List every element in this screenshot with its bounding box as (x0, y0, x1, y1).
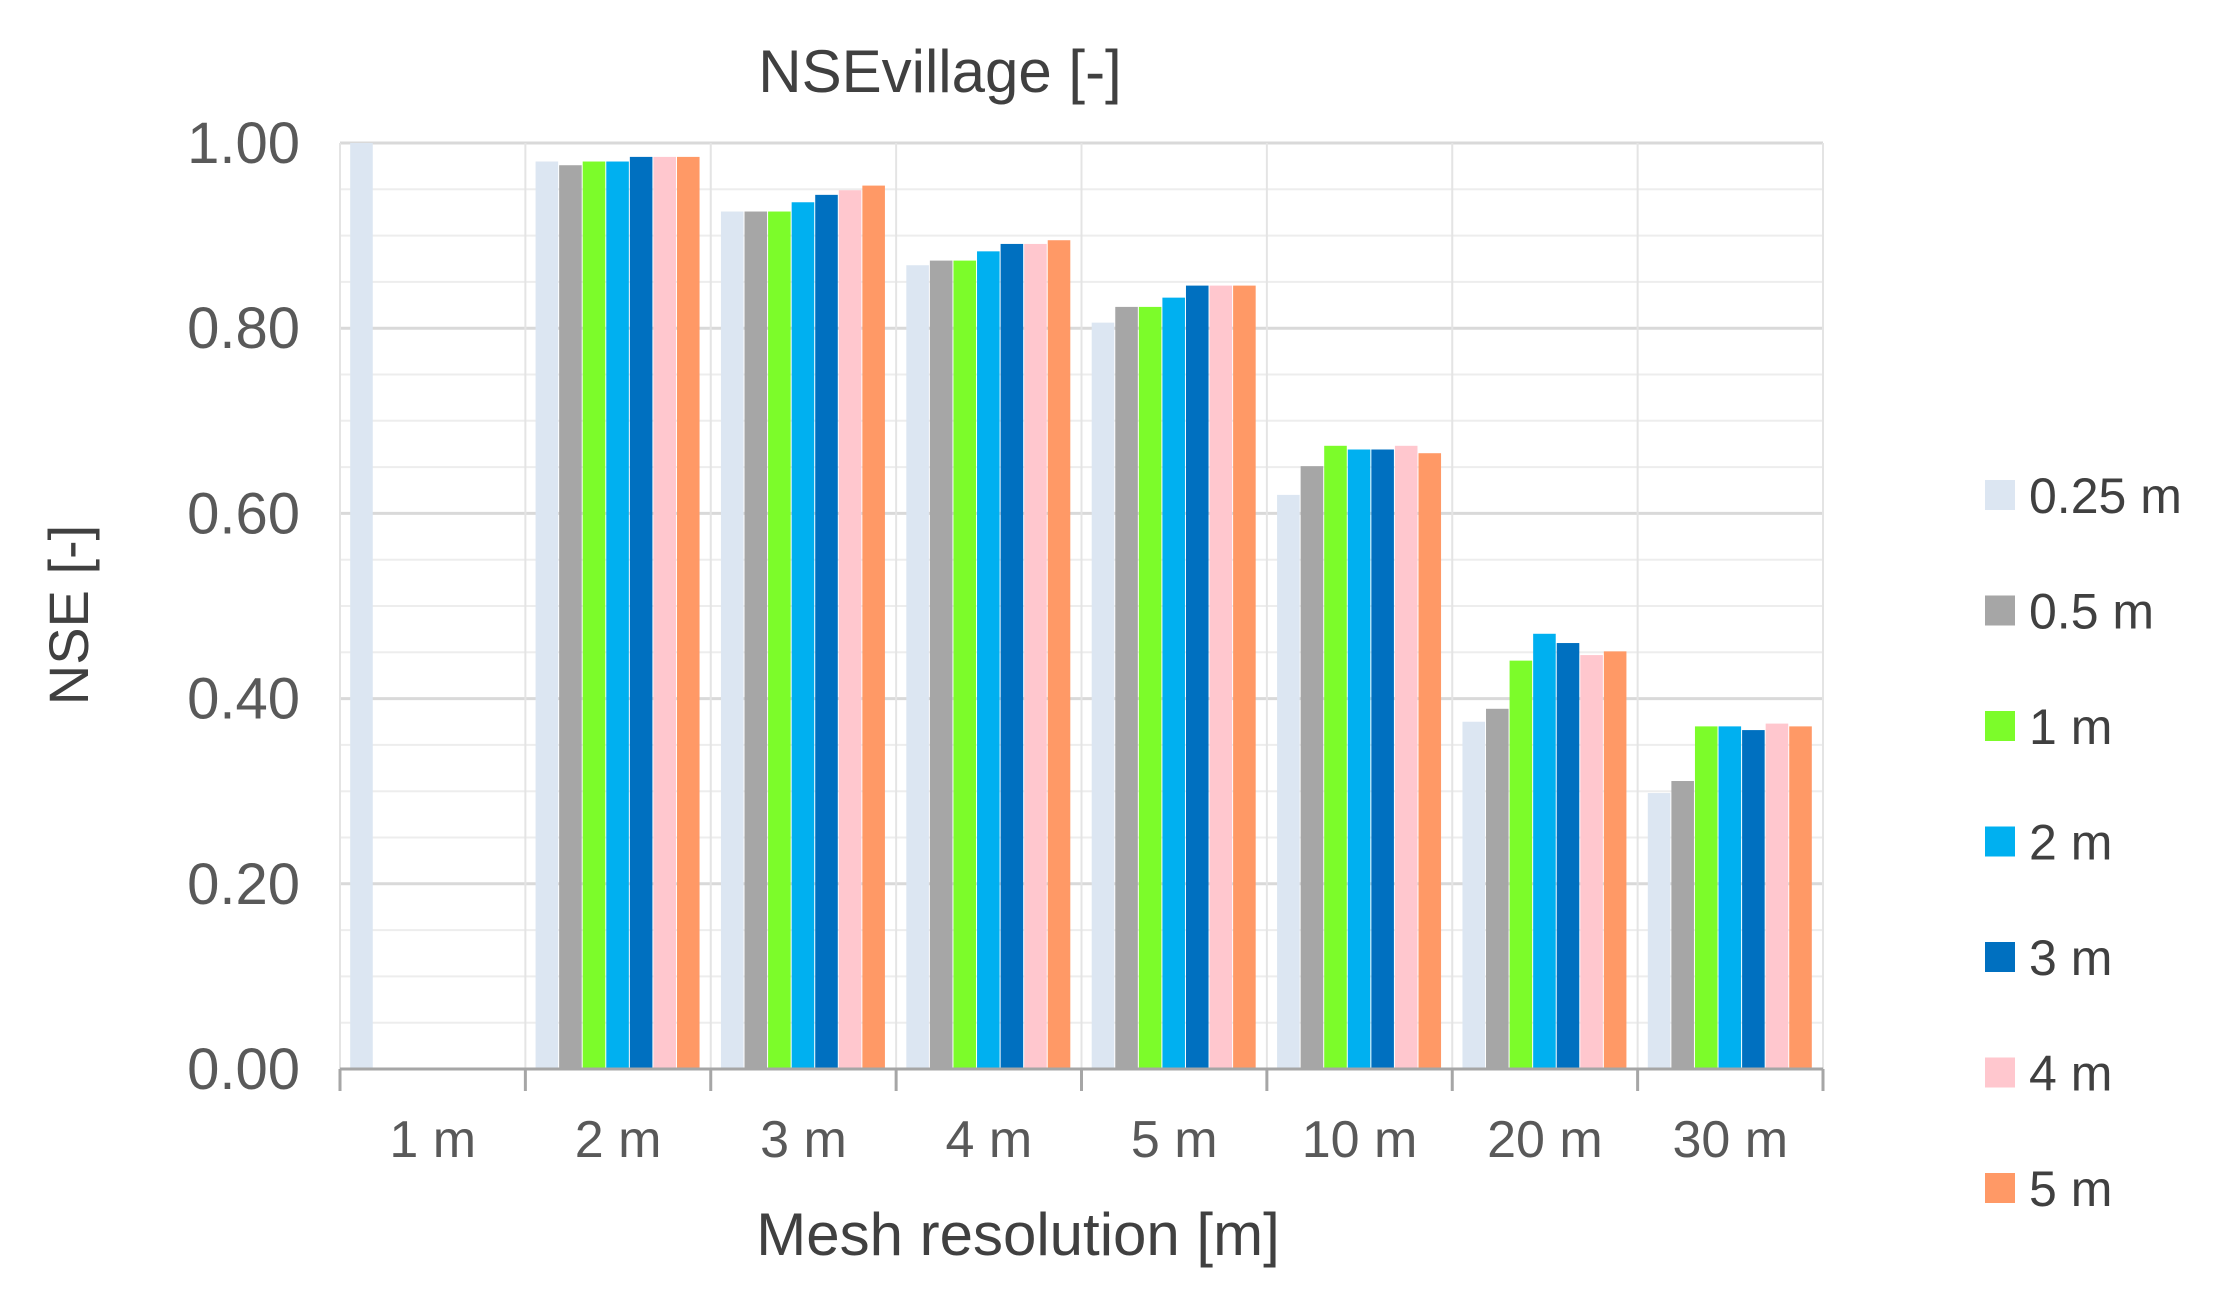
x-tick-labels: 1 m 2 m 3 m 4 m 5 m 10 m 20 m 30 m (389, 1111, 1788, 1169)
x-tick-label: 3 m (760, 1111, 847, 1169)
y-tick-label: 1.00 (187, 111, 300, 176)
legend-label: 3 m (2029, 930, 2112, 986)
bar: 3 m · 10 m: 0.669 (1371, 449, 1394, 1070)
bar: 3 m · 20 m: 0.46 (1556, 643, 1580, 1069)
bar: 0.5 m · 3 m: 0.926 (744, 211, 768, 1070)
bar: 2 m · 20 m: 0.47 (1533, 633, 1556, 1069)
bar: 1 m · 2 m: 0.98 (582, 161, 606, 1069)
bar: 2 m · 30 m: 0.37 (1718, 726, 1742, 1069)
legend-label: 4 m (2029, 1046, 2112, 1102)
legend-swatch (1985, 1173, 2015, 1203)
bar: 1 m · 30 m: 0.37 (1694, 726, 1718, 1069)
bar: 5 m · 4 m: 0.895 (1047, 240, 1071, 1070)
legend-swatch (1985, 826, 2015, 857)
legend-label: 1 m (2029, 699, 2112, 755)
bar: 1 m · 4 m: 0.873 (953, 260, 977, 1069)
bar: 4 m · 10 m: 0.673 (1394, 445, 1418, 1069)
bar: 0.5 m · 30 m: 0.311 (1671, 781, 1694, 1069)
bar: 0.5 m · 5 m: 0.823 (1115, 306, 1138, 1070)
bar: 0.25 m · 5 m: 0.806 (1091, 322, 1115, 1069)
legend-label: 2 m (2029, 815, 2112, 871)
bar: 0.25 m · 2 m: 0.98 (535, 161, 559, 1069)
legend-label: 5 m (2029, 1161, 2112, 1217)
y-tick-label: 0.60 (187, 481, 300, 546)
x-tick-label: 10 m (1302, 1111, 1418, 1169)
bar: 0.25 m · 10 m: 0.62 (1277, 494, 1300, 1069)
bar: 2 m · 2 m: 0.98 (606, 161, 629, 1069)
legend-swatch (1985, 1057, 2015, 1088)
legend-label: 0.25 m (2029, 468, 2182, 524)
bar: 5 m · 2 m: 0.985 (676, 156, 700, 1069)
bar: 4 m · 20 m: 0.447 (1580, 655, 1603, 1069)
bar: 0.25 m · 20 m: 0.375 (1462, 721, 1486, 1069)
x-tick-label: 2 m (575, 1111, 662, 1169)
y-tick-label: 0.80 (187, 296, 300, 361)
bar: 1 m · 20 m: 0.441 (1509, 660, 1533, 1069)
bar: 4 m · 4 m: 0.891 (1024, 243, 1047, 1069)
bar: 5 m · 20 m: 0.451 (1603, 651, 1627, 1069)
bar: 0.5 m · 10 m: 0.651 (1300, 466, 1324, 1069)
legend-swatch (1985, 942, 2015, 972)
bar: 0.5 m · 2 m: 0.976 (559, 165, 582, 1069)
bar: 4 m · 3 m: 0.949 (838, 190, 862, 1069)
bar: 4 m · 30 m: 0.373 (1765, 723, 1789, 1069)
bar: 0.5 m · 20 m: 0.389 (1486, 708, 1509, 1069)
legend-swatch (1985, 711, 2015, 741)
bar: 4 m · 5 m: 0.846 (1209, 285, 1233, 1069)
bar: 3 m · 5 m: 0.846 (1185, 285, 1209, 1069)
bar: 3 m · 30 m: 0.366 (1742, 730, 1765, 1069)
bar: 3 m · 3 m: 0.944 (815, 194, 838, 1069)
bar: 1 m · 10 m: 0.673 (1324, 445, 1347, 1069)
bar: 5 m · 10 m: 0.665 (1418, 453, 1442, 1070)
y-axis-label: NSE [-] (37, 525, 100, 705)
bar: 1 m · 3 m: 0.926 (768, 211, 791, 1070)
bar: 0.25 m · 3 m: 0.926 (720, 211, 744, 1070)
y-tick-labels: 0.00 0.20 0.40 0.60 0.80 1.00 (187, 111, 300, 1102)
bar: 3 m · 2 m: 0.985 (629, 156, 653, 1069)
bar: 5 m · 30 m: 0.37 (1789, 726, 1812, 1069)
legend-label: 0.5 m (2029, 584, 2154, 640)
x-tick-label: 30 m (1673, 1111, 1789, 1169)
chart-title: NSEvillage [-] (758, 38, 1121, 105)
axes (338, 1067, 1825, 1091)
x-tick-label: 5 m (1131, 1111, 1218, 1169)
legend: 0.25 m 0.5 m 1 m 2 m 3 m 4 m 5 m (1985, 468, 2182, 1217)
bar: 2 m · 10 m: 0.669 (1347, 449, 1371, 1070)
bar: 0.25 m · 30 m: 0.298 (1647, 793, 1671, 1069)
y-tick-label: 0.00 (187, 1037, 300, 1102)
bar: 2 m · 5 m: 0.833 (1162, 297, 1185, 1070)
legend-swatch (1985, 595, 2015, 626)
bar: 3 m · 4 m: 0.891 (1000, 243, 1024, 1069)
bar: 5 m · 3 m: 0.954 (862, 185, 885, 1069)
bar: 1 m · 5 m: 0.823 (1138, 306, 1162, 1070)
x-axis-label: Mesh resolution [m] (756, 1201, 1280, 1268)
bar: 4 m · 2 m: 0.985 (653, 156, 676, 1069)
x-tick-label: 1 m (389, 1111, 476, 1169)
bar: 2 m · 4 m: 0.883 (977, 251, 1000, 1070)
x-tick-label: 4 m (945, 1111, 1032, 1169)
bar: 0.5 m · 4 m: 0.873 (929, 260, 953, 1069)
bar: 2 m · 3 m: 0.936 (791, 202, 815, 1070)
bar: 5 m · 5 m: 0.846 (1233, 285, 1256, 1069)
bars: 0.25 m · 1 m: 10.25 m · 2 m: 0.980.5 m ·… (350, 143, 1812, 1070)
y-tick-label: 0.40 (187, 667, 300, 732)
x-tick-label: 20 m (1487, 1111, 1603, 1169)
y-tick-label: 0.20 (187, 852, 300, 917)
legend-swatch (1985, 480, 2015, 510)
bar: 0.25 m · 1 m: 1 (350, 143, 373, 1069)
bar: 0.25 m · 4 m: 0.868 (906, 265, 929, 1069)
